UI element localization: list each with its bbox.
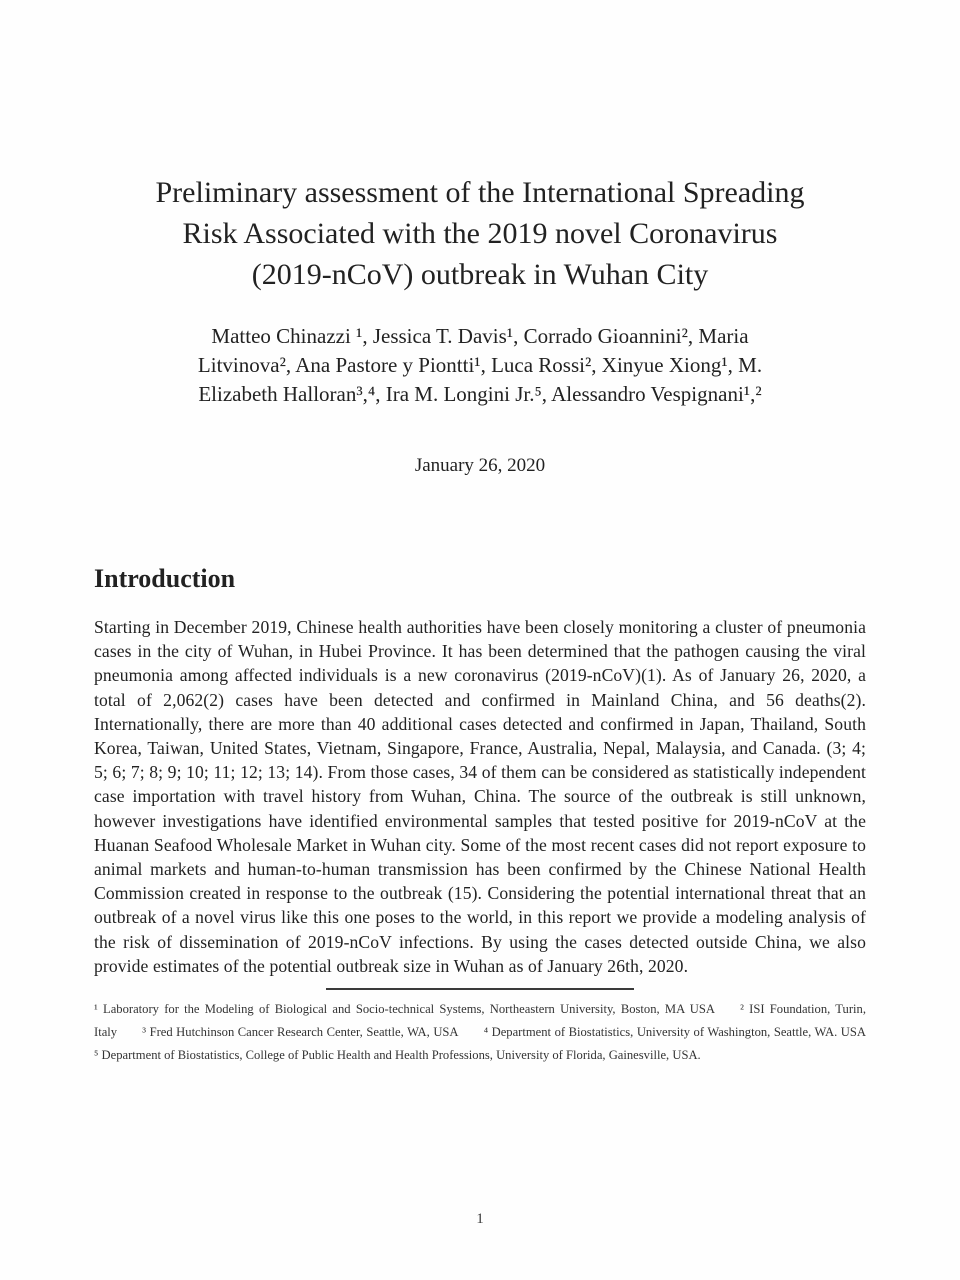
paper-title: Preliminary assessment of the Internatio… [94, 172, 866, 295]
author-line: Matteo Chinazzi ¹, Jessica T. Davis¹, Co… [211, 324, 749, 348]
author-line: Litvinova², Ana Pastore y Piontti¹, Luca… [197, 353, 763, 377]
author-list: Matteo Chinazzi ¹, Jessica T. Davis¹, Co… [94, 322, 866, 409]
paper-title-line: Risk Associated with the 2019 novel Coro… [182, 217, 778, 250]
introduction-paragraph: Starting in December 2019, Chinese healt… [94, 617, 866, 976]
paper-title-line: Preliminary assessment of the Internatio… [155, 176, 805, 209]
section-heading-introduction: Introduction [94, 564, 236, 593]
page-number: 1 [476, 1211, 484, 1227]
page-content: Preliminary assessment of the Internatio… [94, 172, 866, 1067]
footnote-rule [326, 988, 634, 991]
paper-title-line: (2019-nCoV) outbreak in Wuhan City [251, 258, 709, 291]
publication-date: January 26, 2020 [414, 455, 546, 476]
affiliation-footnote: ¹ Laboratory for the Modeling of Biologi… [94, 1002, 866, 1063]
author-line: Elizabeth Halloran³,⁴, Ira M. Longini Jr… [198, 382, 762, 406]
